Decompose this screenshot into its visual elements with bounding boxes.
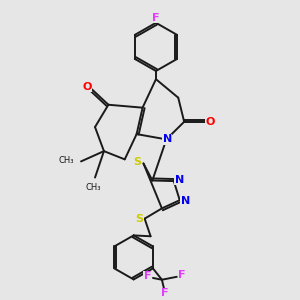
Text: F: F: [160, 288, 168, 298]
Text: N: N: [163, 134, 172, 144]
Text: F: F: [178, 270, 186, 280]
Text: CH₃: CH₃: [86, 183, 101, 192]
Text: S: S: [135, 214, 143, 224]
Text: CH₃: CH₃: [58, 156, 74, 165]
Text: F: F: [144, 272, 152, 281]
Text: O: O: [206, 117, 215, 127]
Text: F: F: [152, 13, 160, 22]
Text: N: N: [175, 175, 184, 184]
Text: O: O: [82, 82, 92, 92]
Text: S: S: [133, 157, 141, 167]
Text: N: N: [181, 196, 190, 206]
